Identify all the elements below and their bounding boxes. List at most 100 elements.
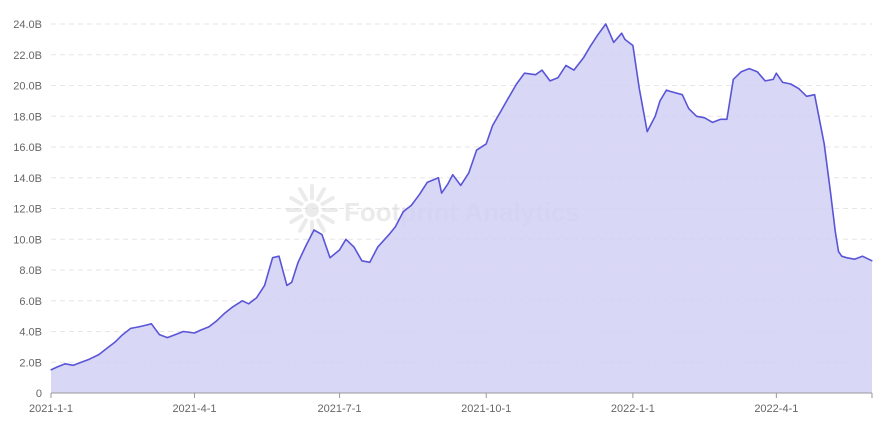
data-point	[696, 115, 698, 117]
data-point	[278, 255, 280, 257]
data-point	[764, 80, 766, 82]
y-tick-label: 12.0B	[13, 204, 42, 216]
x-tick-label: 2022-1-1	[611, 403, 655, 415]
y-tick-label: 22.0B	[13, 50, 42, 62]
data-point	[500, 111, 502, 113]
data-point	[704, 117, 706, 119]
x-tick-label: 2021-1-1	[29, 403, 73, 415]
data-point	[388, 234, 390, 236]
data-point	[638, 88, 640, 90]
data-point	[646, 131, 648, 133]
data-point	[589, 46, 591, 48]
series-area	[50, 23, 873, 393]
data-point	[541, 69, 543, 71]
data-point	[114, 341, 116, 343]
data-point	[515, 83, 518, 85]
logo-ray	[298, 218, 308, 233]
data-point	[286, 284, 288, 286]
footprint-logo-icon	[286, 184, 338, 236]
data-point	[345, 238, 347, 240]
data-point	[681, 94, 683, 96]
data-point	[624, 38, 626, 41]
data-point	[492, 124, 494, 127]
data-point	[853, 258, 856, 260]
logo-ray	[298, 187, 308, 202]
data-point	[248, 303, 250, 305]
logo-ray	[320, 196, 335, 206]
data-point	[88, 358, 90, 360]
data-point	[174, 334, 176, 336]
data-point	[740, 71, 742, 73]
data-point	[861, 255, 864, 257]
logo-ray	[289, 214, 304, 224]
data-point	[654, 115, 656, 117]
data-point	[549, 80, 551, 82]
data-point	[659, 100, 661, 102]
logo-center	[305, 203, 319, 217]
y-tick-label: 14.0B	[13, 173, 42, 185]
data-point	[166, 337, 168, 339]
data-point	[452, 174, 454, 176]
data-point	[485, 143, 487, 145]
data-point	[775, 72, 777, 74]
series-area-fill	[51, 24, 872, 393]
data-point	[621, 32, 623, 34]
data-point	[394, 226, 396, 228]
data-point	[80, 361, 82, 363]
data-point	[748, 68, 750, 70]
data-point	[871, 260, 873, 262]
data-point	[130, 327, 132, 329]
data-point	[823, 143, 825, 145]
y-tick-label: 2.0B	[19, 357, 42, 369]
data-point	[476, 149, 478, 151]
data-point	[841, 255, 843, 257]
logo-ray	[316, 187, 326, 202]
data-point	[573, 69, 575, 71]
logo-ray	[320, 214, 335, 224]
y-tick-label: 0	[36, 388, 42, 400]
data-point	[297, 261, 299, 263]
data-point	[460, 184, 462, 186]
data-point	[377, 246, 379, 248]
data-point	[507, 97, 510, 99]
data-point	[369, 261, 371, 263]
data-point	[582, 57, 585, 59]
data-point	[353, 246, 355, 248]
data-point	[338, 249, 341, 251]
data-point	[712, 121, 714, 123]
data-point	[256, 297, 258, 299]
data-point	[56, 366, 59, 368]
data-point	[193, 332, 196, 334]
data-point	[272, 257, 274, 259]
data-point	[732, 78, 734, 80]
data-point	[291, 281, 293, 283]
axes: 0 2.0B 4.0B 6.0B 8.0B 10.0B 12.0B 14.0B 16.0B 18.…	[13, 19, 873, 415]
data-point	[216, 320, 218, 322]
data-point	[158, 334, 160, 336]
data-point	[241, 300, 243, 302]
y-tick-label: 18.0B	[13, 111, 42, 123]
data-point	[361, 260, 363, 262]
data-point	[232, 306, 234, 308]
data-point	[200, 329, 202, 331]
data-point	[845, 257, 848, 259]
x-tick-label: 2022-4-1	[754, 403, 798, 415]
y-tick-label: 20.0B	[13, 81, 42, 93]
data-point	[798, 88, 800, 90]
data-point	[782, 81, 784, 83]
data-point	[144, 324, 146, 326]
data-point	[441, 192, 443, 194]
data-point	[138, 326, 140, 328]
data-point	[772, 78, 774, 80]
data-point	[313, 229, 315, 231]
data-point	[72, 364, 74, 366]
data-point	[806, 95, 808, 97]
logo-ray	[289, 196, 304, 206]
x-tick-label: 2021-4-1	[172, 403, 216, 415]
y-tick-label: 16.0B	[13, 142, 42, 154]
data-point	[106, 347, 108, 349]
data-point	[523, 72, 526, 74]
data-point	[557, 77, 559, 79]
